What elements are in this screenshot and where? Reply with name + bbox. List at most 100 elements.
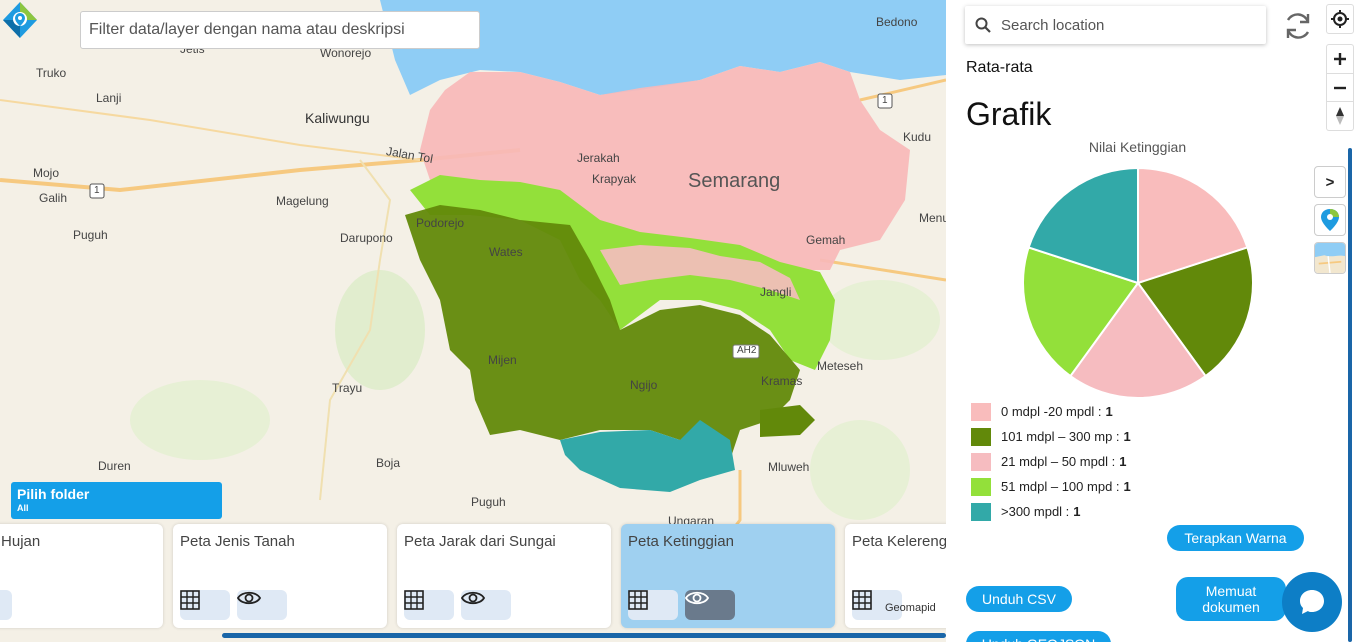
map-view[interactable]: Wonorejo Jetis Truko Lanji Kaliwungu Jal… [0,0,946,642]
toggle-visibility-button[interactable] [461,590,511,620]
open-table-button[interactable] [628,590,678,620]
legend-label: >300 mpdl : [1001,504,1070,519]
pie-slice-1[interactable] [1137,166,1249,285]
basemap-button[interactable] [1314,242,1346,274]
location-search[interactable] [965,6,1266,44]
pie-slice-5[interactable] [1027,166,1139,285]
search-icon [975,17,991,33]
sea-area [380,0,946,95]
map-label-wates: Wates [489,245,523,259]
legend-swatch [971,477,991,496]
chart-title: Nilai Ketinggian [1088,139,1187,155]
locate-me-button[interactable] [1326,4,1354,34]
open-table-button[interactable] [180,590,230,620]
pie-slice-3[interactable] [1069,281,1207,399]
load-document-button[interactable]: Memuat dokumen [1176,577,1286,621]
toggle-visibility-button[interactable] [685,590,735,620]
layer-card-title: Peta Kelerengan [852,533,946,550]
location-search-input[interactable] [1001,16,1251,34]
map-label-truko: Truko [36,66,67,80]
cards-scrollbar[interactable] [222,633,946,638]
map-pin-button[interactable] [1314,204,1346,236]
plus-icon [1334,53,1346,65]
basemap-thumbnail-icon [1315,243,1345,273]
map-label-mijen: Mijen [488,353,517,367]
map-label-wonorejo: Wonorejo [320,46,372,60]
legend-item: 0 mdpl -20 mpdl :1 [971,399,1131,424]
map-label-ngijo: Ngijo [630,378,658,392]
toggle-visibility-button[interactable] [237,590,287,620]
side-panel: > Rata-rata Grafik Nilai Ketinggian 0 md… [946,0,1366,642]
legend-count: 1 [1123,429,1131,444]
folder-selection: All [17,503,29,513]
eye-icon [685,591,709,605]
layer-card-ketinggian[interactable]: Peta Ketinggian [621,524,835,628]
zoom-in-button[interactable] [1326,44,1354,73]
map-canvas [0,0,946,561]
map-label-mluweh: Mluweh [768,460,810,474]
map-label-gemah: Gemah [806,233,846,247]
map-label-kramas: Kramas [761,374,803,388]
pie-slice-2[interactable] [1136,246,1254,378]
road-shield-1: 1 [94,185,100,196]
map-label-bedono: Bedono [876,15,918,29]
choose-folder-label: Pilih folder [17,486,90,502]
collapse-panel-button[interactable]: > [1314,166,1346,198]
legend-label: 21 mdpl – 50 mpdl : [1001,454,1116,469]
legend-count: 1 [1119,454,1127,469]
layer-card-jarak-sungai[interactable]: Peta Jarak dari Sungai [397,524,611,628]
table-icon [628,590,648,610]
chart-heading: Grafik [966,96,1052,132]
map-label-semarang: Semarang [688,170,781,192]
summary-type-label: Rata-rata [966,59,1033,76]
elevation-101-300 [405,205,800,470]
geomapid-attribution: Geomapid [885,602,936,614]
layer-card-curah-hujan[interactable]: Curah Hujan [0,524,163,628]
download-geojson-button[interactable]: Unduh GEOJSON [966,631,1111,642]
download-csv-button[interactable]: Unduh CSV [966,586,1072,612]
eye-icon [461,591,485,605]
map-label-puguh: Puguh [73,228,108,242]
map-label-mojo: Mojo [33,166,60,180]
chart-legend: 0 mdpl -20 mpdl :1 101 mdpl – 300 mp :1 … [971,399,1131,524]
map-label-galih: Galih [39,191,68,205]
layer-filter-input[interactable] [80,11,480,49]
open-table-button[interactable] [852,590,902,620]
table-icon [404,590,424,610]
layer-card-title: Peta Ketinggian [628,533,734,550]
choose-folder-button[interactable]: Pilih folder All [11,482,222,519]
apply-color-button[interactable]: Terapkan Warna [1167,525,1304,551]
road-shield-1b: 1 [882,95,888,106]
legend-swatch [971,452,991,471]
layer-cards: Curah Hujan Peta Jenis Tanah Peta Jarak … [0,524,946,630]
map-label-trayu: Trayu [332,381,363,395]
chat-button[interactable] [1282,572,1342,632]
panel-scrollbar[interactable] [1348,148,1352,642]
app-logo[interactable] [0,0,40,40]
pie-chart[interactable] [1022,166,1254,400]
elevation-0-20 [420,62,910,270]
legend-count: 1 [1073,504,1081,519]
map-label-podorejo: Podorejo [416,216,465,230]
legend-label: 0 mdpl -20 mpdl : [1001,404,1102,419]
legend-item: 21 mdpl – 50 mpdl :1 [971,449,1131,474]
location-pin-icon [1321,209,1339,231]
map-label-boja: Boja [376,456,401,470]
legend-label: 101 mdpl – 300 mp : [1001,429,1120,444]
map-label-duren: Duren [98,459,131,473]
toggle-visibility-button[interactable] [0,590,12,620]
layer-card-jenis-tanah[interactable]: Peta Jenis Tanah [173,524,387,628]
layer-card-title: Peta Jenis Tanah [180,533,295,550]
crosshair-icon [1331,10,1349,28]
table-icon [180,590,200,610]
legend-swatch [971,502,991,521]
pie-slice-4[interactable] [1022,246,1140,378]
map-label-magelung: Magelung [276,194,329,208]
compass-icon [1336,107,1344,125]
zoom-out-button[interactable] [1326,73,1354,102]
reset-north-button[interactable] [1326,102,1354,131]
refresh-icon[interactable] [1282,10,1314,42]
open-table-button[interactable] [404,590,454,620]
legend-item: >300 mpdl :1 [971,499,1131,524]
layer-card-kelerengan[interactable]: Peta Kelerengan Geomapid [845,524,946,628]
